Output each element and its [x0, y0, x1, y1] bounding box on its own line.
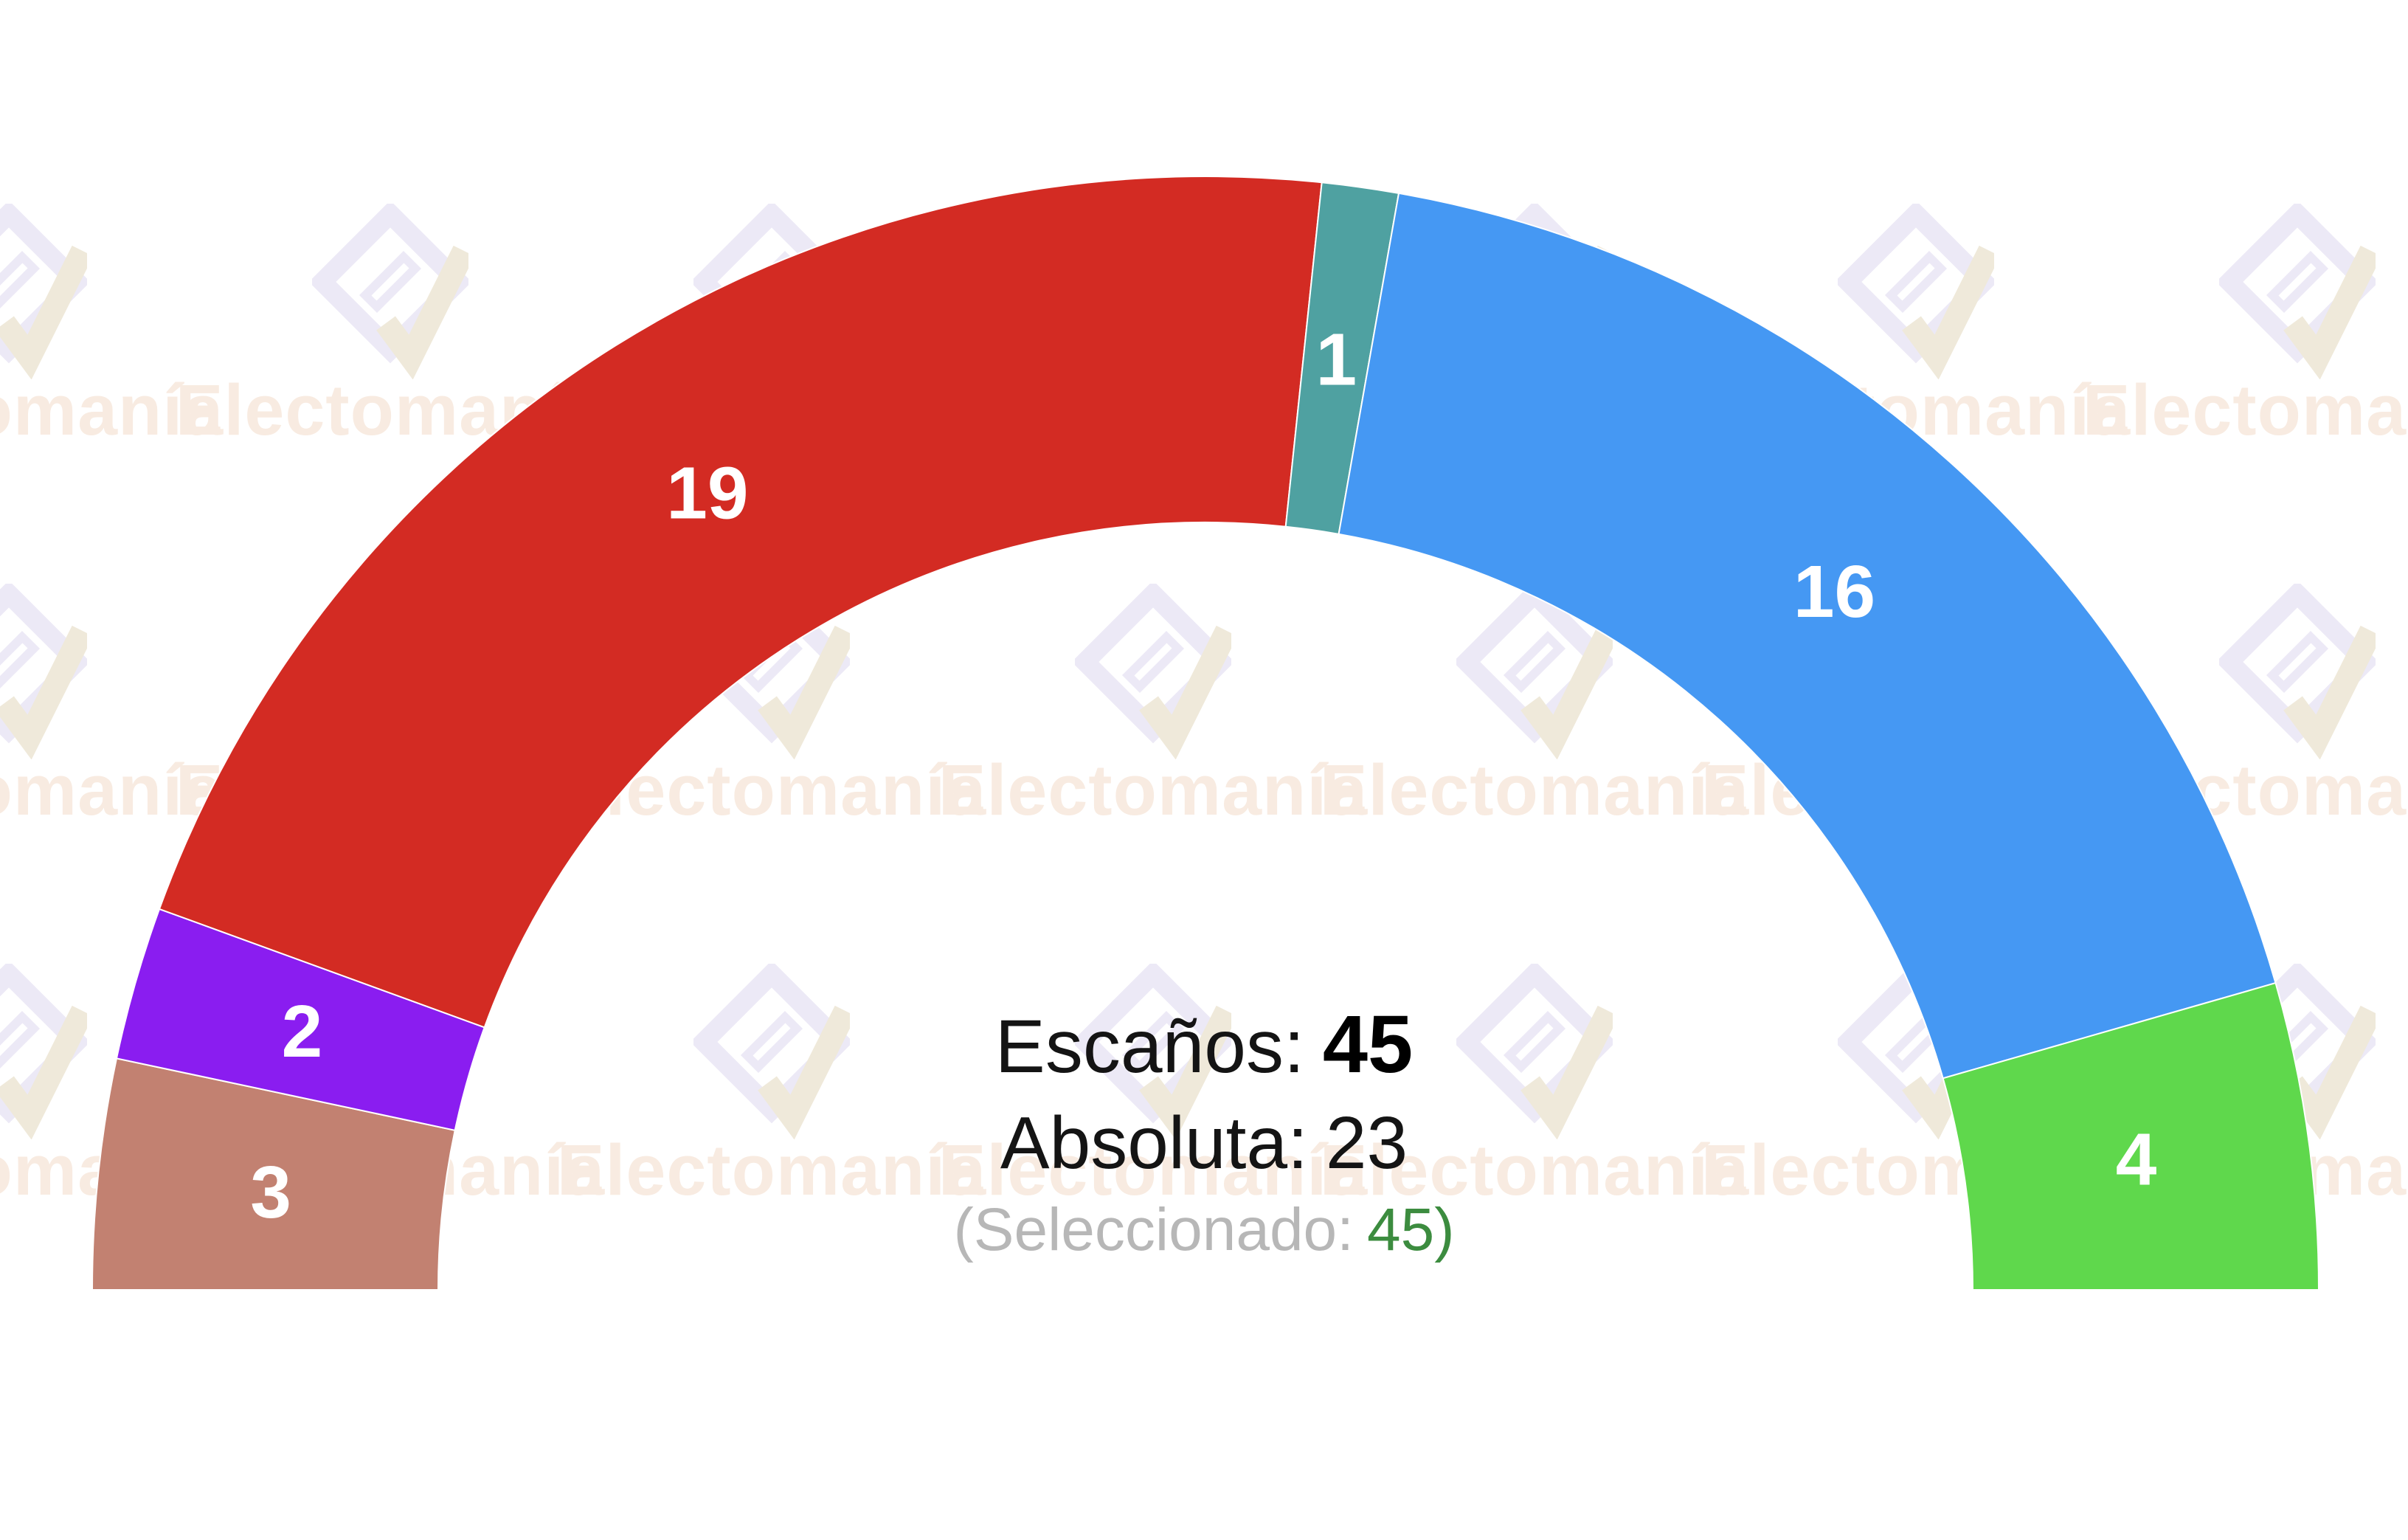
total-seats-value: 45 [1322, 999, 1414, 1090]
majority-label: Absoluta: [1000, 1102, 1308, 1184]
total-seats-line: Escaños: 45 [0, 998, 2408, 1091]
majority-value: 23 [1325, 1102, 1408, 1184]
seat-segment-label: 1 [1315, 318, 1357, 401]
seat-segment-label: 3 [250, 1151, 291, 1234]
seat-segment-label: 19 [666, 452, 748, 535]
seat-segment-16[interactable] [1338, 192, 2277, 1080]
total-seats-label: Escaños: [994, 1004, 1305, 1088]
seat-segment-label: 4 [2116, 1119, 2157, 1201]
selected-suffix: ) [1434, 1196, 1455, 1263]
seat-segment-19[interactable] [158, 176, 1323, 1029]
selected-line: (Seleccionado: 45) [0, 1195, 2408, 1265]
seat-segment-label: 16 [1793, 550, 1875, 633]
majority-line: Absoluta: 23 [0, 1101, 2408, 1186]
selected-value: 45 [1366, 1196, 1435, 1263]
selected-prefix: (Seleccionado: [953, 1196, 1354, 1263]
